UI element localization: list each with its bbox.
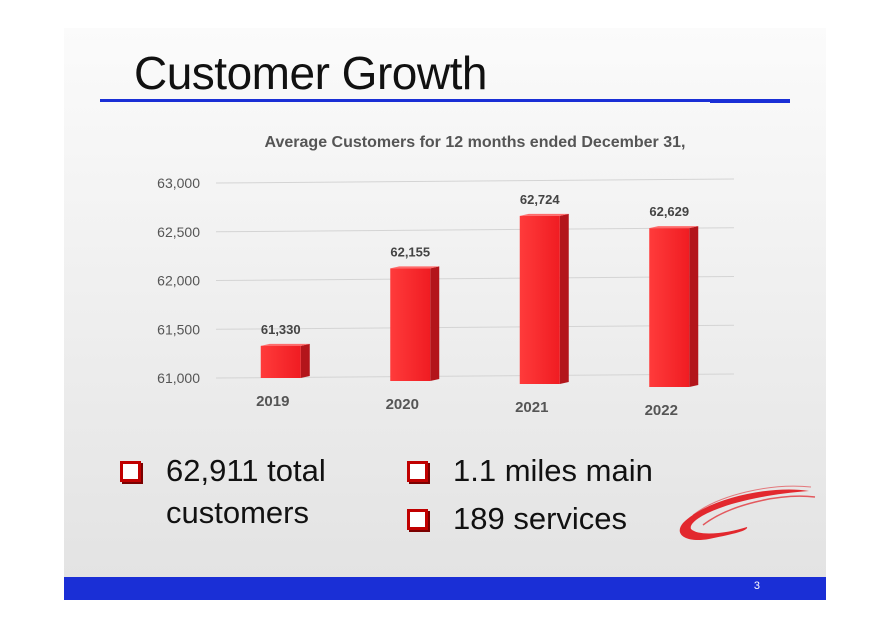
data-label: 62,155 bbox=[390, 244, 430, 259]
title-underline-accent bbox=[710, 99, 790, 103]
data-label: 61,330 bbox=[261, 322, 301, 337]
company-swoosh-logo-icon bbox=[679, 485, 816, 541]
y-tick-label: 63,000 bbox=[157, 175, 200, 191]
bar-front bbox=[649, 228, 690, 387]
bar-2020 bbox=[390, 266, 440, 381]
gridline bbox=[215, 324, 735, 330]
bar-2021 bbox=[519, 213, 569, 384]
bullet-services: 189 services bbox=[407, 498, 627, 540]
y-tick-label: 62,500 bbox=[157, 224, 200, 240]
bar-side bbox=[689, 226, 699, 387]
data-label: 62,724 bbox=[520, 192, 561, 207]
y-tick-label: 61,500 bbox=[157, 321, 200, 337]
bar-front bbox=[390, 268, 431, 381]
bullet-text: 189 services bbox=[453, 501, 628, 536]
bullet-text: 62,911 total customers bbox=[166, 453, 326, 530]
x-tick-label: 2019 bbox=[256, 393, 289, 410]
bar-top bbox=[519, 213, 569, 216]
chart-title: Average Customers for 12 months ended De… bbox=[265, 134, 686, 151]
bar-2019 bbox=[260, 343, 310, 378]
y-tick-label: 61,000 bbox=[157, 370, 200, 386]
bullet-total-customers: 62,911 total customers bbox=[120, 450, 326, 534]
bar-top bbox=[260, 343, 310, 346]
bar-2022 bbox=[649, 226, 699, 387]
bar-side bbox=[559, 213, 569, 384]
bullet-text: 1.1 miles main bbox=[453, 453, 653, 488]
bar-top bbox=[649, 226, 699, 229]
gridline bbox=[215, 227, 735, 233]
bar-side bbox=[430, 266, 440, 381]
y-tick-label: 62,000 bbox=[157, 273, 200, 289]
bar-top bbox=[390, 266, 440, 269]
checkbox-bullet-icon bbox=[407, 509, 428, 530]
bar-front bbox=[260, 345, 301, 378]
gridline bbox=[215, 276, 735, 281]
page-number: 3 bbox=[753, 580, 760, 592]
x-tick-label: 2021 bbox=[515, 399, 548, 416]
bullet-miles-main: 1.1 miles main bbox=[407, 450, 653, 492]
title-underline bbox=[100, 99, 790, 102]
bar-front bbox=[519, 215, 560, 384]
slide-title: Customer Growth bbox=[134, 47, 487, 99]
x-tick-label: 2022 bbox=[645, 402, 678, 419]
gridline bbox=[215, 178, 735, 184]
x-tick-label: 2020 bbox=[386, 396, 419, 413]
bar-side bbox=[300, 343, 310, 378]
checkbox-bullet-icon bbox=[120, 461, 141, 482]
slide: Customer Growth Average Customers for 12… bbox=[64, 28, 826, 600]
data-label: 62,629 bbox=[649, 204, 689, 219]
customer-bar-chart: Average Customers for 12 months ended De… bbox=[157, 134, 735, 419]
footer-bar: 3 bbox=[64, 577, 826, 600]
checkbox-bullet-icon bbox=[407, 461, 428, 482]
